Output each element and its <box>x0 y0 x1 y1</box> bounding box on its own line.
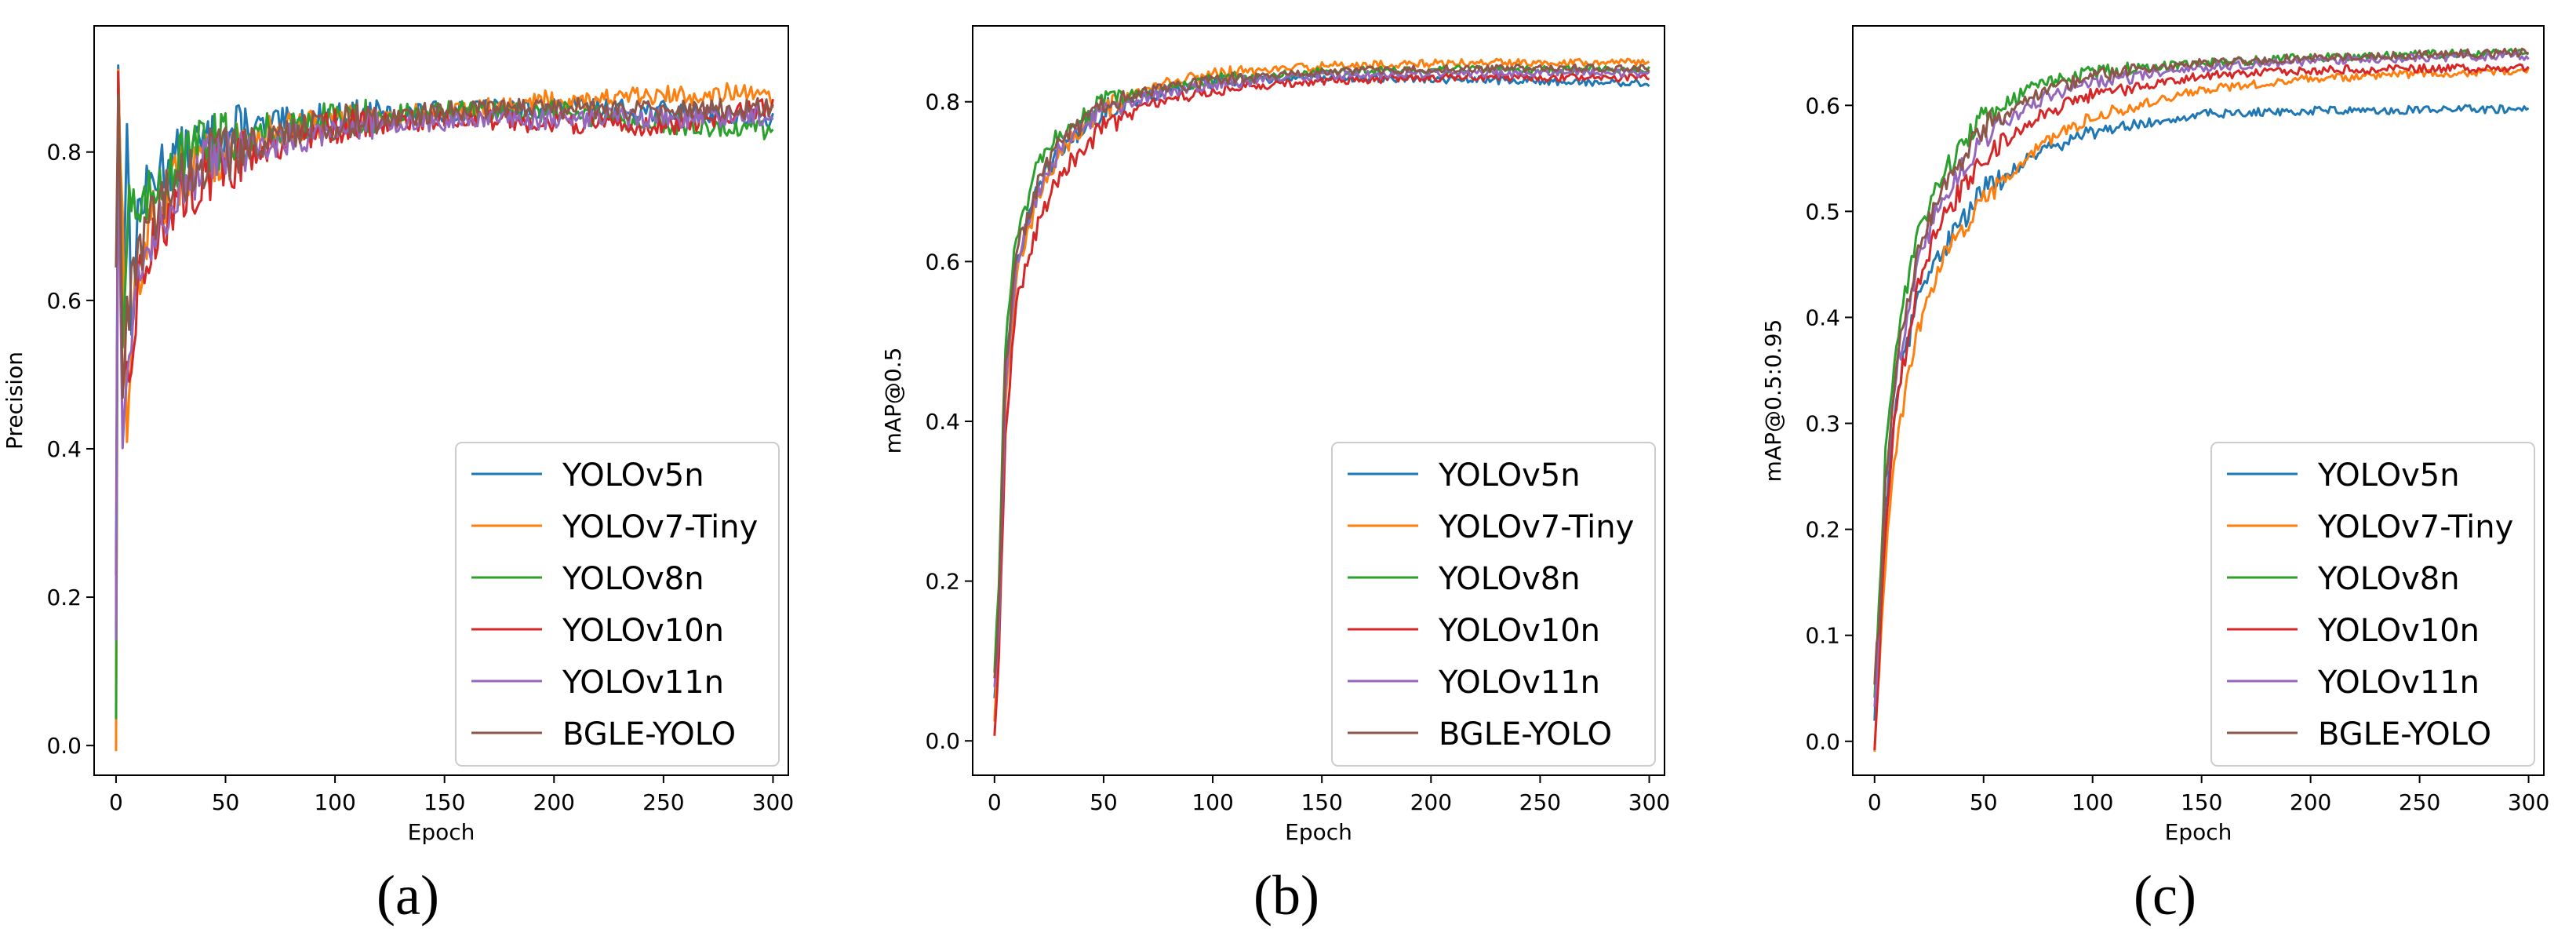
x-tick-label: 150 <box>1301 789 1342 815</box>
legend-entry-label: YOLOv7-Tiny <box>1438 509 1634 545</box>
series-line <box>1873 67 2530 752</box>
legend-entry-label: YOLOv11n <box>562 665 724 701</box>
y-tick-label: 0.5 <box>1805 199 1840 224</box>
x-tick-label: 300 <box>752 789 794 815</box>
legend: YOLOv5n YOLOv7-Tiny YOLOv8n YOLOv10n YOLOv11… <box>1331 442 1656 767</box>
y-tick-label: 0.2 <box>46 585 82 610</box>
x-tick-label: 200 <box>2290 789 2331 815</box>
x-axis-label: Epoch <box>408 819 475 845</box>
axes-frame <box>1852 25 2545 776</box>
legend-entry-label: YOLOv5n <box>562 457 704 494</box>
legend: YOLOv5n YOLOv7-Tiny YOLOv8n YOLOv10n YOLOv11… <box>2210 442 2535 767</box>
y-tick-label: 0.3 <box>1805 411 1840 437</box>
y-tick-label: 0.1 <box>1805 623 1840 649</box>
y-tick-label: 0.4 <box>46 436 82 462</box>
x-tick-label: 100 <box>2072 789 2113 815</box>
x-tick-label: 200 <box>533 789 575 815</box>
legend-entry-label: BGLE-YOLO <box>2318 716 2491 752</box>
series-line <box>993 72 1650 736</box>
y-tick-label: 0.4 <box>1805 304 1840 330</box>
x-tick-label: 0 <box>109 789 123 815</box>
legend-entry-label: BGLE-YOLO <box>1439 716 1612 752</box>
x-tick-label: 150 <box>2181 789 2222 815</box>
chart-panel: 0 50 100 150 200 250 300 0.0 0.2 0.4 0.6 0.8 Epoch mA… <box>880 25 1670 927</box>
x-tick-label: 200 <box>1410 789 1452 815</box>
legend-entry-label: YOLOv10n <box>562 613 724 649</box>
series-line <box>1873 47 2529 685</box>
y-tick-label: 0.0 <box>46 733 82 759</box>
y-tick-label: 0.6 <box>925 249 960 275</box>
series-line <box>993 63 1650 679</box>
series-line <box>115 104 774 641</box>
legend-entry-label: BGLE-YOLO <box>562 716 736 752</box>
legend-entry-label: YOLOv10n <box>2317 613 2480 649</box>
x-tick-label: 300 <box>1628 789 1670 815</box>
panel-label: (a) <box>377 864 439 927</box>
x-axis-label: Epoch <box>2165 819 2232 845</box>
axes-frame <box>972 25 1665 776</box>
legend-entry-label: YOLOv8n <box>562 561 704 597</box>
x-tick-label: 100 <box>314 789 355 815</box>
y-tick-label: 0.2 <box>1805 517 1840 543</box>
y-tick-label: 0.4 <box>925 409 960 435</box>
x-tick-label: 250 <box>2399 789 2440 815</box>
y-tick-label: 0.8 <box>925 89 960 115</box>
x-tick-label: 250 <box>642 789 684 815</box>
legend-box <box>455 442 780 767</box>
panel-label: (b) <box>1253 864 1319 927</box>
y-tick-label: 0.8 <box>46 140 82 166</box>
y-axis-label: mAP@0.5 <box>880 348 906 454</box>
legend-entry-label: YOLOv11n <box>1438 665 1600 701</box>
y-tick-label: 0.0 <box>1805 729 1840 755</box>
legend-entry-label: YOLOv5n <box>1438 457 1581 494</box>
y-tick-label: 0.0 <box>925 728 960 754</box>
x-axis-label: Epoch <box>1285 819 1352 845</box>
legend-box <box>1331 442 1656 767</box>
panel-label: (c) <box>2134 864 2196 927</box>
legend-entry-label: YOLOv10n <box>1438 613 1600 649</box>
legend-entry-label: YOLOv8n <box>1438 561 1581 597</box>
x-tick-label: 300 <box>2508 789 2549 815</box>
y-tick-label: 0.6 <box>1805 93 1840 118</box>
y-tick-label: 0.6 <box>46 288 82 314</box>
legend-entry-label: YOLOv7-Tiny <box>562 509 758 545</box>
legend-entry-label: YOLOv7-Tiny <box>2317 509 2513 545</box>
y-axis-label: Precision <box>2 352 27 450</box>
series-line <box>1873 63 2530 750</box>
x-tick-label: 50 <box>1970 789 1998 815</box>
legend-box <box>2210 442 2535 767</box>
x-tick-label: 50 <box>1090 789 1118 815</box>
series-line <box>115 94 774 399</box>
legend-entry-label: YOLOv8n <box>2317 561 2460 597</box>
x-tick-label: 100 <box>1192 789 1233 815</box>
legend-entry-label: YOLOv11n <box>2317 665 2480 701</box>
y-axis-label: mAP@0.5:0.95 <box>1760 319 1786 483</box>
chart-panel: 0 50 100 150 200 250 300 0.0 0.2 0.4 0.6 0.8 Epoch Pr… <box>2 25 794 927</box>
chart-panel: 0 50 100 150 200 250 300 0.0 0.1 0.2 0.3 0.4 0.5 0.6 E… <box>1760 25 2549 927</box>
y-tick-label: 0.2 <box>925 569 960 595</box>
legend: YOLOv5n YOLOv7-Tiny YOLOv8n YOLOv10n YOLOv11… <box>455 442 780 767</box>
x-tick-label: 250 <box>1519 789 1561 815</box>
x-tick-label: 150 <box>424 789 465 815</box>
axes-frame <box>93 25 789 776</box>
x-tick-label: 0 <box>988 789 1002 815</box>
x-tick-label: 50 <box>212 789 240 815</box>
x-tick-label: 0 <box>1868 789 1882 815</box>
legend-entry-label: YOLOv5n <box>2317 457 2460 494</box>
